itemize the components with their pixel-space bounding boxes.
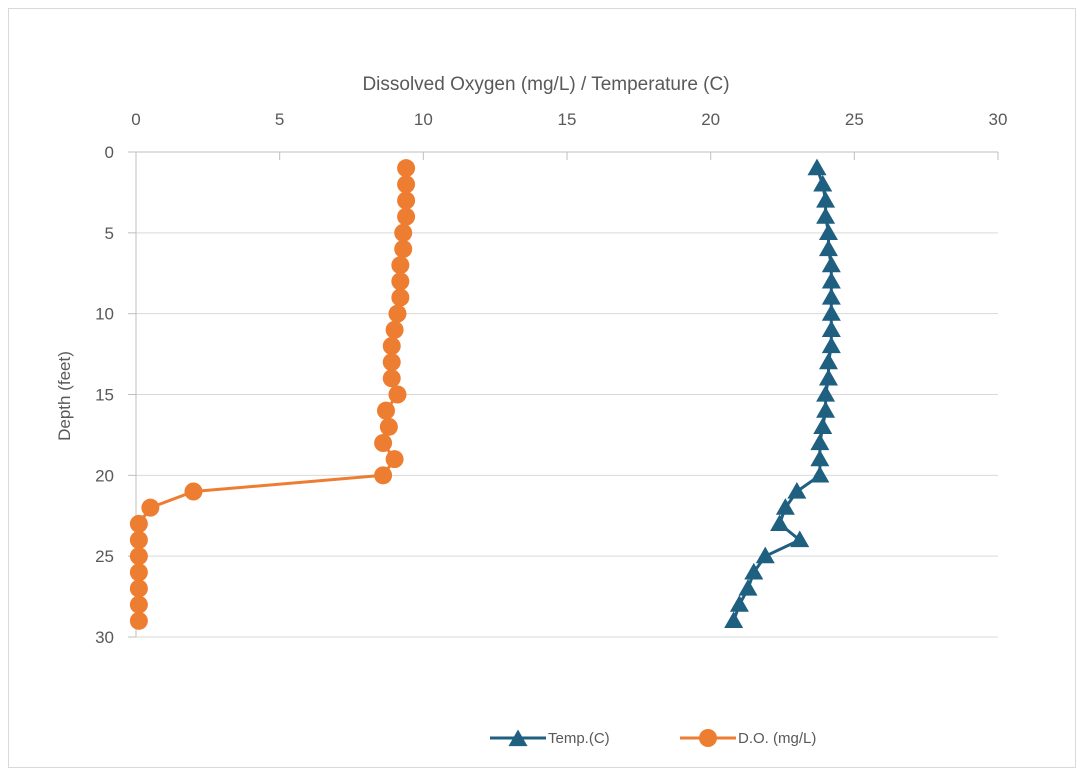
series-layer xyxy=(129,158,841,630)
data-point-0-4 xyxy=(818,223,838,240)
x-tick-label-20: 20 xyxy=(701,110,720,129)
data-point-0-0 xyxy=(807,158,827,176)
data-point-0-21 xyxy=(775,498,795,515)
data-point-0-18 xyxy=(810,449,830,467)
data-point-0-11 xyxy=(821,336,841,354)
data-point-0-23 xyxy=(790,530,810,548)
data-point-0-14 xyxy=(816,385,836,402)
data-point-0-25 xyxy=(744,562,764,580)
legend-item-1: D.O. (mg/L) xyxy=(680,729,816,747)
data-point-1-16 xyxy=(379,417,398,436)
y-tick-label-15: 15 xyxy=(95,386,114,405)
data-point-1-21 xyxy=(141,498,160,517)
data-point-0-27 xyxy=(729,595,749,612)
series-1 xyxy=(129,159,416,630)
data-point-1-0 xyxy=(397,159,416,178)
x-tick-label-15: 15 xyxy=(558,110,577,129)
data-point-0-17 xyxy=(810,433,830,451)
legend-label-0: Temp.(C) xyxy=(548,730,610,747)
y-tick-label-20: 20 xyxy=(95,466,114,485)
y-axis-label: Depth (feet) xyxy=(55,351,74,441)
data-point-0-20 xyxy=(787,482,807,499)
legend: Temp.(C) D.O. (mg/L) xyxy=(490,729,816,747)
data-point-1-13 xyxy=(382,369,401,388)
data-point-1-4 xyxy=(394,223,413,242)
y-tick-label-25: 25 xyxy=(95,547,114,566)
legend-item-0: Temp.(C) xyxy=(490,729,610,747)
data-point-1-20 xyxy=(184,482,203,501)
y-tick-label-5: 5 xyxy=(105,224,114,243)
legend-label-1: D.O. (mg/L) xyxy=(738,730,816,747)
legend-marker-1 xyxy=(699,729,717,747)
legend-marker-0 xyxy=(508,729,528,747)
data-point-0-16 xyxy=(813,417,833,434)
data-point-0-9 xyxy=(821,304,841,321)
y-tick-label-0: 0 xyxy=(105,143,114,162)
data-point-0-1 xyxy=(813,174,833,192)
x-tick-label-0: 0 xyxy=(131,110,140,129)
data-point-0-6 xyxy=(821,255,841,273)
y-tick-label-10: 10 xyxy=(95,305,114,324)
data-point-1-15 xyxy=(376,401,395,420)
x-tick-label-10: 10 xyxy=(414,110,433,129)
data-point-0-10 xyxy=(821,320,841,337)
data-point-1-1 xyxy=(397,175,416,194)
data-point-1-11 xyxy=(382,337,401,355)
data-point-1-5 xyxy=(394,240,413,258)
data-point-1-18 xyxy=(385,450,404,469)
data-point-0-7 xyxy=(821,271,841,289)
y-tick-label-30: 30 xyxy=(95,628,114,647)
data-point-0-12 xyxy=(818,352,838,370)
data-point-1-26 xyxy=(129,579,148,598)
data-point-1-12 xyxy=(382,353,401,372)
data-point-0-13 xyxy=(818,368,838,386)
data-point-0-28 xyxy=(724,611,744,628)
data-point-0-26 xyxy=(738,579,758,596)
data-point-0-3 xyxy=(816,207,836,224)
data-point-0-2 xyxy=(816,191,836,208)
data-point-1-14 xyxy=(388,385,407,404)
data-point-1-8 xyxy=(391,288,410,307)
data-point-1-28 xyxy=(129,611,148,630)
chart-title: Dissolved Oxygen (mg/L) / Temperature (C… xyxy=(362,74,729,95)
data-point-0-19 xyxy=(810,465,830,483)
data-point-0-24 xyxy=(755,546,775,564)
data-point-1-23 xyxy=(129,531,148,549)
data-point-1-10 xyxy=(385,320,404,339)
data-point-1-24 xyxy=(129,547,148,566)
data-point-1-7 xyxy=(391,272,410,291)
data-point-1-3 xyxy=(397,207,416,226)
data-point-0-15 xyxy=(816,401,836,418)
chart-frame xyxy=(8,8,1076,768)
series-0 xyxy=(724,158,841,628)
data-point-1-19 xyxy=(374,466,393,485)
axes: 0 5 10 15 20 25 30 0 5 10 15 20 25 30 xyxy=(95,110,1007,647)
data-point-1-27 xyxy=(129,595,148,614)
data-point-1-6 xyxy=(391,256,410,275)
gridlines xyxy=(136,232,998,638)
data-point-0-5 xyxy=(818,239,838,257)
x-tick-label-30: 30 xyxy=(989,110,1008,129)
data-point-0-22 xyxy=(770,514,790,531)
data-point-1-25 xyxy=(129,563,148,582)
data-point-1-22 xyxy=(129,514,148,533)
x-tick-label-5: 5 xyxy=(275,110,284,129)
data-point-1-2 xyxy=(397,191,416,210)
data-point-1-9 xyxy=(388,304,407,323)
data-point-0-8 xyxy=(821,288,841,305)
x-tick-label-25: 25 xyxy=(845,110,864,129)
data-point-1-17 xyxy=(374,434,393,452)
